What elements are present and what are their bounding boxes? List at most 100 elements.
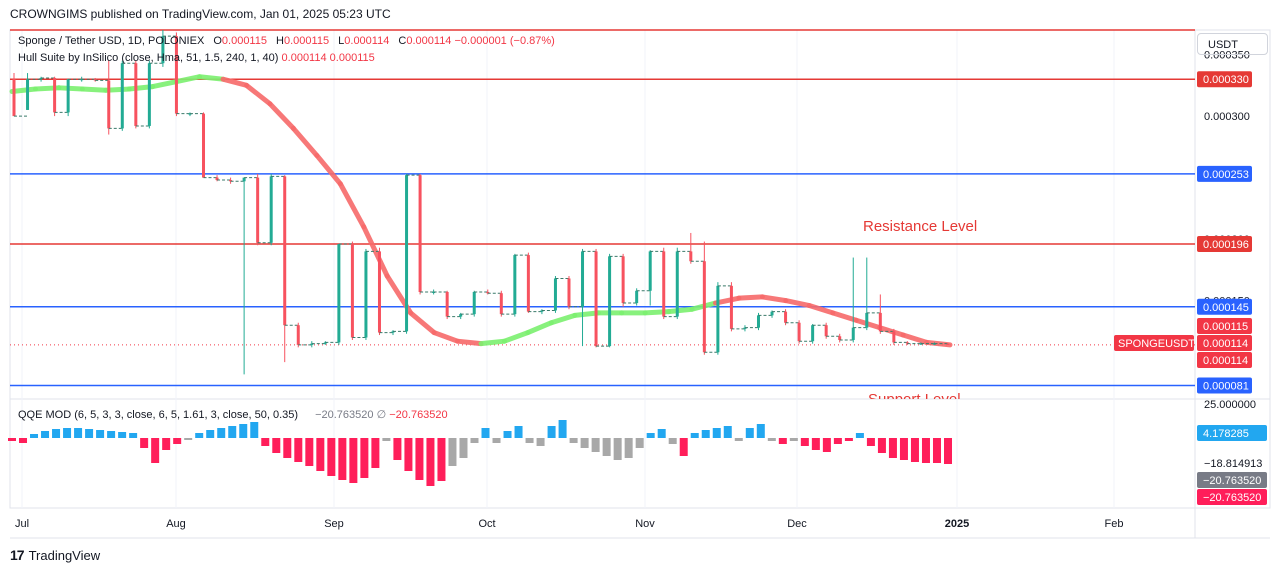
qqe-bar [536,438,545,446]
level-price-tag: 0.000145 [1197,298,1252,315]
qqe-bar [96,430,105,438]
candle [689,232,705,264]
level-tag-label: 0.000081 [1203,380,1249,392]
horizontal-levels [10,29,1195,387]
candle [892,328,908,345]
close-label: C [398,35,407,47]
last-price-tag: 0.000114 [1197,335,1252,351]
tradingview-brand[interactable]: 17 TradingView [10,547,100,563]
candle [66,78,82,117]
candle [364,248,380,340]
qqe-bar [745,428,754,438]
qqe-bar [635,438,644,448]
candle-body [689,251,693,262]
candle-body [283,176,287,326]
qqe-bar [448,438,457,466]
qqe-bar [701,430,710,438]
candle [526,252,542,313]
candle-body [621,256,625,304]
currency-button[interactable]: USDT [1197,33,1268,55]
level-price-tag: 0.000253 [1197,165,1252,182]
symbol-tag: SPONGEUSDT [1114,335,1195,351]
qqe-tag-bg [1197,489,1267,505]
indicator-legend[interactable]: Hull Suite by InSilico (close, Hma, 51, … [18,52,375,64]
qqe-bar [734,438,743,441]
hull-segment [314,152,343,187]
hull-segment [173,74,203,85]
time-axis[interactable]: Jul Aug Sep Oct Nov Dec 2025 Feb [15,518,1124,530]
candle-body [878,312,882,332]
candle [540,309,556,315]
qqe-bar [8,438,16,441]
qqe-bar [19,438,28,443]
qqe-bar [151,438,160,463]
price-axis[interactable]: 0.0003500.0003000.0002500.0002000.000150… [1114,50,1267,505]
candle-body [12,79,16,117]
symbol-legend[interactable]: Sponge / Tether USD, 1D, POLONIEX O0.000… [18,35,555,47]
level-tag-bg [1197,377,1252,394]
candle [567,276,583,310]
candle [459,312,475,320]
candle-body [134,63,138,126]
candle [269,173,285,246]
qqe-bar [162,438,171,450]
qqe-tag-label: −20.763520 [1203,475,1261,487]
hull-segment [150,79,179,90]
price-tag-label: 0.000114 [1203,338,1248,350]
level-price-tag: 0.000081 [1197,377,1252,394]
price-tag-bg [1197,335,1252,351]
candle-body [499,293,503,315]
candle [377,247,394,336]
qqe-bar [888,438,897,458]
candle-series [12,30,950,375]
qqe-bar [657,429,666,438]
candle-body [242,177,246,182]
candle-body [838,336,842,340]
candle [337,243,353,345]
candle-body [377,251,381,333]
candle [26,73,42,110]
qqe-bar [855,433,864,438]
candle [784,309,800,326]
candle [120,60,136,131]
candle [107,60,123,135]
candle-body [418,175,422,292]
tradingview-logo-icon: 17 [10,547,25,563]
candle-body [797,322,801,342]
candle-body [26,79,30,110]
candle-body [905,342,909,344]
price-tick-label: 0.000300 [1204,111,1250,123]
hull-segment [455,338,484,347]
candle-body [147,63,151,126]
chart-annotations: Resistance Level Support Level [863,218,977,399]
level-tag-label: 0.000196 [1203,239,1249,251]
hull-ma-band [9,74,953,348]
candle-body [540,310,544,312]
price-tag-label: 0.000114 [1203,355,1248,367]
candle [323,341,339,345]
candle-body [296,325,300,345]
qqe-bar [899,438,908,460]
qqe-bar [349,438,358,483]
candle-body [269,176,273,243]
candle [878,294,894,334]
qqe-bar [393,438,402,460]
qqe-bar [30,434,39,438]
qqe-bar [877,438,886,453]
resistance-label: Resistance Level [863,218,977,235]
qqe-legend[interactable]: QQE MOD (6, 5, 3, 3, close, 6, 5, 1.61, … [18,408,448,421]
qqe-bar [481,428,490,438]
qqe-bar [690,433,699,438]
hull-segment [408,310,437,336]
candle [553,276,569,313]
qqe-bar [569,438,578,443]
candle-body [635,290,639,304]
candle [432,289,448,295]
qqe-bar [85,429,94,438]
qqe-bar [239,424,248,438]
level-tag-bg [1197,298,1252,315]
candle [53,76,69,117]
candle-body [66,79,70,113]
indicator-value-2: 0.000115 [329,52,375,64]
